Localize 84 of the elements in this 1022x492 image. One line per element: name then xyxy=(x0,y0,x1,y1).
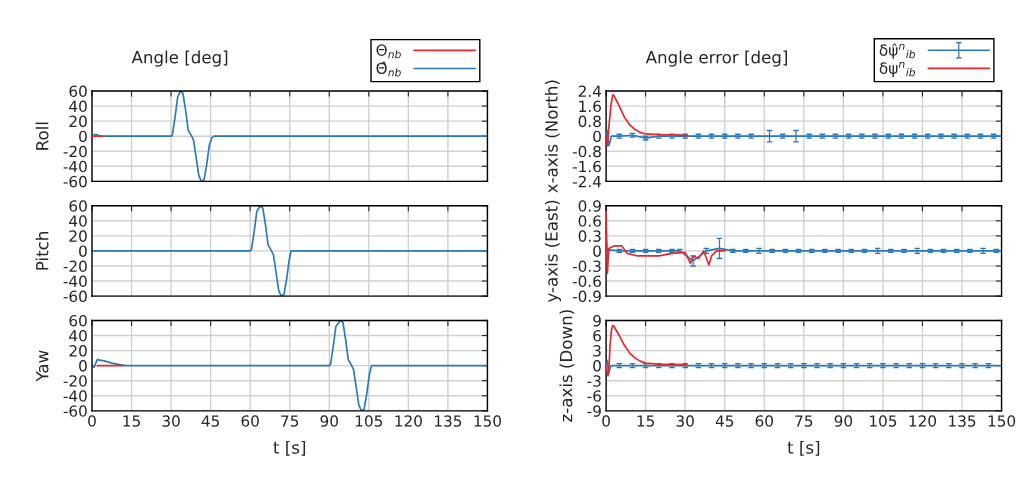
y-tick-label: -0.8 xyxy=(572,145,601,158)
x-tick-label: 105 xyxy=(870,415,897,427)
y-tick-label: 60 xyxy=(69,200,87,212)
y-tick-label: 2.4 xyxy=(578,85,602,97)
y-tick-label: 0 xyxy=(79,360,87,372)
y-tick-label: 60 xyxy=(69,314,87,327)
y-tick-label: -20 xyxy=(63,375,87,387)
x-tick-label: 15 xyxy=(637,415,655,427)
x-tick-label: 135 xyxy=(435,415,462,427)
x-tick-label: 90 xyxy=(320,415,338,427)
y-axis-title: Pitch xyxy=(35,232,49,270)
y-axis-title: Yaw xyxy=(36,350,49,382)
legend-label: Θ$_{nb}$ xyxy=(376,44,401,59)
y-tick-label: -0.9 xyxy=(572,290,601,303)
y-tick-label: -0.6 xyxy=(572,275,601,288)
x-tick-label: 0 xyxy=(602,415,610,427)
y-tick-label: 20 xyxy=(69,345,87,357)
y-tick-label: -1.6 xyxy=(572,160,601,173)
x-tick-label: 150 xyxy=(988,415,1016,427)
y-tick-label: 9 xyxy=(593,314,601,327)
x-tick-label: 90 xyxy=(834,415,853,427)
y-tick-label: 40 xyxy=(69,100,87,113)
x-tick-label: 45 xyxy=(715,415,734,427)
y-tick-label: 20 xyxy=(69,230,87,242)
line-series xyxy=(606,129,1002,147)
x-tick-label: 15 xyxy=(123,415,140,427)
x-tick-label: 0 xyxy=(88,415,96,427)
y-tick-label: -60 xyxy=(63,290,87,303)
y-tick-label: 0 xyxy=(79,245,87,257)
y-axis-title: z-axis (Down) xyxy=(559,310,575,422)
y-tick-label: 0 xyxy=(593,245,601,257)
x-tick-label: 45 xyxy=(201,415,220,427)
x-axis-title: t [s] xyxy=(787,440,820,456)
y-tick-label: 3 xyxy=(593,345,601,357)
legend-label: δψ̂$^{n}$$_{ib}$ xyxy=(879,43,916,59)
x-tick-label: 60 xyxy=(755,415,773,427)
x-tick-label: 135 xyxy=(949,415,976,427)
x-tick-label: 75 xyxy=(281,415,299,427)
y-axis-title: y-axis (East) xyxy=(544,200,561,303)
chart-title: Angle error [deg] xyxy=(645,50,787,67)
y-tick-label: 20 xyxy=(69,115,87,128)
y-tick-label: -2.4 xyxy=(572,175,602,188)
legend-label: Θ̂$_{nb}$ xyxy=(376,61,401,77)
line-series xyxy=(91,91,488,182)
x-tick-label: 30 xyxy=(676,415,694,427)
y-tick-label: 0 xyxy=(79,130,87,143)
y-tick-label: -20 xyxy=(63,260,87,272)
x-tick-label: 30 xyxy=(162,415,180,427)
y-axis-title: x-axis (North) xyxy=(544,80,560,193)
x-axis-title: t [s] xyxy=(273,440,306,456)
y-tick-label: -6 xyxy=(587,390,601,402)
y-tick-label: 60 xyxy=(69,85,87,98)
y-tick-label: -60 xyxy=(63,175,87,188)
y-tick-label: -40 xyxy=(63,275,87,288)
y-tick-label: 0 xyxy=(593,130,601,143)
x-tick-label: 60 xyxy=(241,415,259,427)
y-tick-label: -9 xyxy=(587,405,601,417)
chart-title: Angle [deg] xyxy=(131,50,228,67)
line-series xyxy=(91,205,488,297)
x-tick-label: 75 xyxy=(795,415,813,427)
y-tick-label: -40 xyxy=(63,390,87,402)
line-series xyxy=(606,324,689,377)
y-tick-label: -0.3 xyxy=(572,260,601,272)
y-tick-label: 6 xyxy=(593,330,601,342)
line-series xyxy=(91,320,488,411)
y-tick-label: 0.8 xyxy=(578,115,601,128)
x-tick-label: 105 xyxy=(355,415,383,427)
x-tick-label: 120 xyxy=(395,415,422,427)
y-tick-label: 40 xyxy=(69,215,87,227)
y-tick-label: 0.6 xyxy=(578,215,601,227)
y-tick-label: 0 xyxy=(593,360,601,372)
y-tick-label: 0.9 xyxy=(578,200,601,212)
y-axis-title: Roll xyxy=(35,122,49,150)
y-tick-label: 1.6 xyxy=(579,100,601,113)
legend-label: δψ$^{n}$$_{ib}$ xyxy=(879,61,916,77)
y-tick-label: -20 xyxy=(63,145,87,158)
y-tick-label: -60 xyxy=(63,405,87,417)
y-tick-label: 0.3 xyxy=(578,230,601,242)
line-series xyxy=(606,93,689,147)
y-tick-label: 40 xyxy=(69,330,87,342)
y-tick-label: -40 xyxy=(63,160,87,173)
x-tick-label: 120 xyxy=(909,415,937,427)
y-tick-label: -3 xyxy=(587,375,601,387)
x-tick-label: 150 xyxy=(474,415,502,427)
